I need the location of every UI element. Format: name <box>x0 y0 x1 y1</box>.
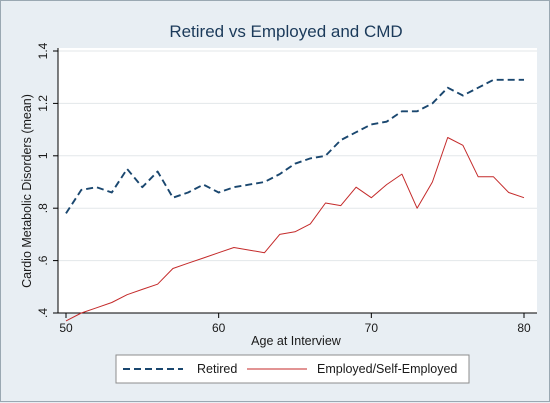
series-layer <box>65 78 525 322</box>
x-tick-label: 70 <box>365 321 379 335</box>
y-tick-label: 1 <box>36 152 50 159</box>
y-tick-label: 1.4 <box>36 42 50 59</box>
legend-label-employed: Employed/Self-Employed <box>317 362 457 376</box>
axes <box>53 48 537 318</box>
plot-area <box>58 48 537 313</box>
y-tick-label: .6 <box>36 255 50 265</box>
x-tick-label: 50 <box>59 321 73 335</box>
y-tick-label: .4 <box>36 308 50 318</box>
x-axis-label: Age at Interview <box>251 334 342 348</box>
series-line-employed <box>65 137 525 322</box>
legend: Retired Employed/Self-Employed <box>115 354 470 384</box>
series-line-retired <box>65 78 524 214</box>
legend-label-retired: Retired <box>197 362 237 376</box>
chart-title: Retired vs Employed and CMD <box>169 22 402 41</box>
y-tick-label: .8 <box>36 203 50 213</box>
y-tick-label: 1.2 <box>36 95 50 112</box>
tick-labels: .4 .6 .8 1 1.2 1.4 50 60 70 80 <box>36 42 531 335</box>
x-tick-label: 60 <box>212 321 226 335</box>
y-axis-label: Cardio Metabolic Disorders (mean) <box>20 94 34 288</box>
x-tick-label: 80 <box>517 321 531 335</box>
